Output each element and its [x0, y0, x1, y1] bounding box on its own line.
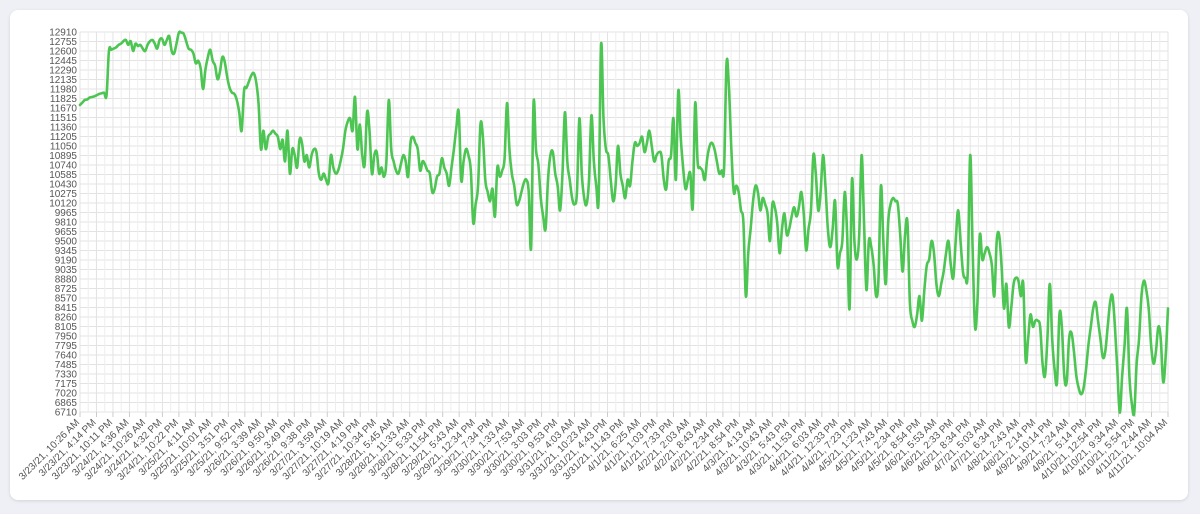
y-tick-label: 7640	[55, 351, 78, 362]
y-tick-label: 12445	[49, 56, 77, 67]
y-tick-label: 8105	[55, 322, 78, 333]
y-tick-label: 11360	[50, 123, 78, 134]
y-tick-label: 12600	[49, 47, 77, 58]
y-tick-label: 12290	[49, 66, 77, 77]
y-tick-label: 10120	[49, 199, 77, 210]
y-tick-label: 11515	[50, 113, 78, 124]
y-tick-label: 9500	[55, 237, 78, 248]
y-tick-label: 12135	[49, 75, 77, 86]
y-tick-label: 7330	[55, 370, 78, 381]
y-tick-label: 11670	[50, 104, 78, 115]
y-tick-label: 11205	[50, 132, 78, 143]
y-tick-label: 12755	[49, 37, 77, 48]
y-tick-label: 10740	[49, 161, 77, 172]
y-tick-label: 7950	[55, 332, 78, 343]
y-tick-label: 9810	[55, 218, 78, 229]
y-tick-label: 7020	[55, 389, 78, 400]
y-tick-label: 9655	[55, 227, 78, 238]
y-tick-label: 10430	[49, 180, 77, 191]
y-tick-label: 6710	[55, 408, 78, 419]
y-tick-label: 8570	[55, 294, 78, 305]
y-tick-label: 11050	[50, 142, 78, 153]
y-tick-label: 8415	[55, 303, 78, 314]
y-tick-label: 12910	[49, 28, 77, 39]
y-tick-label: 6865	[55, 398, 78, 409]
y-tick-label: 7795	[55, 341, 78, 352]
y-tick-label: 8260	[55, 313, 78, 324]
y-tick-label: 8725	[55, 284, 78, 295]
series-line	[78, 30, 1170, 417]
y-tick-label: 9965	[55, 208, 78, 219]
y-tick-label: 10275	[49, 189, 77, 200]
y-tick-label: 7175	[55, 379, 78, 390]
y-tick-label: 11825	[50, 94, 78, 105]
y-tick-label: 9190	[55, 256, 78, 267]
y-tick-label: 8880	[55, 275, 78, 286]
y-tick-label: 10585	[49, 170, 77, 181]
y-tick-label: 9035	[55, 265, 78, 276]
y-tick-label: 10895	[49, 151, 77, 162]
y-tick-label: 9345	[55, 246, 78, 257]
y-tick-label: 11980	[50, 85, 78, 96]
y-tick-label: 7485	[55, 360, 78, 371]
